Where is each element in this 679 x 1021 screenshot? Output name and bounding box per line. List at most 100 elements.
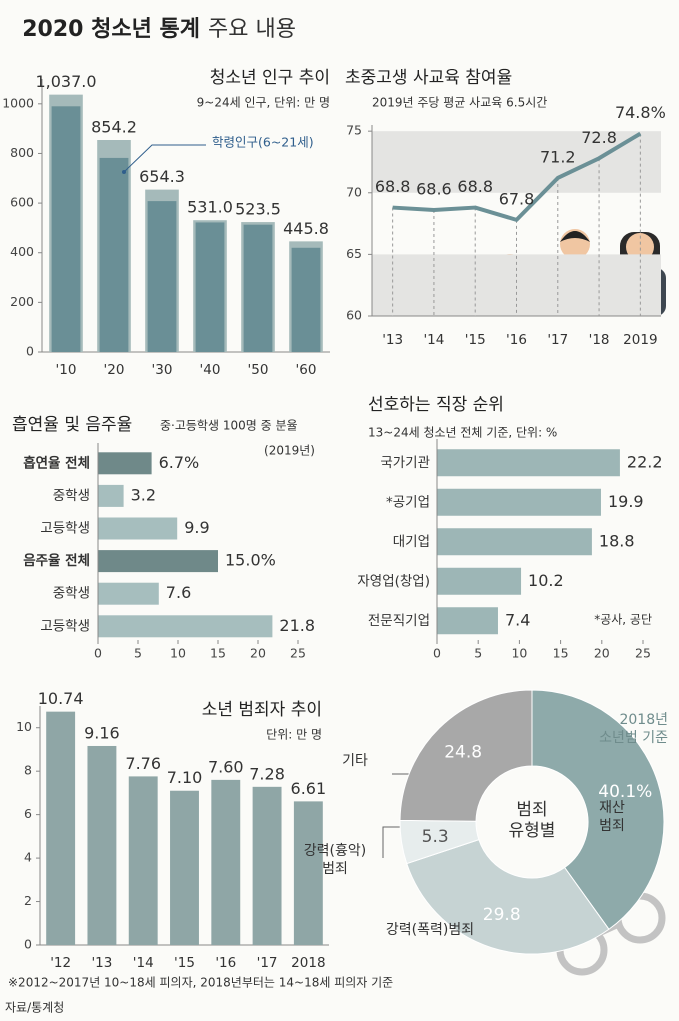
y-tick-label: 75 (346, 123, 362, 138)
y-tick-label: 200 (10, 294, 34, 309)
value-label: 854.2 (91, 118, 137, 137)
value-label: 531.0 (187, 198, 233, 217)
x-tick-label: '15 (174, 955, 195, 971)
y-tick-label: 600 (10, 195, 34, 210)
chart-subtitle: 단위: 만 명 (266, 728, 322, 742)
y-tick-label: 65 (346, 246, 362, 261)
x-tick-label: 20 (250, 646, 266, 661)
x-tick-label: '10 (56, 362, 77, 378)
value-label: 15.0% (225, 551, 276, 570)
y-tick-label: 0 (26, 344, 34, 359)
bar (87, 745, 117, 945)
x-tick-label: '20 (104, 362, 125, 378)
y-tick-label: 6 (24, 806, 32, 821)
annotation-line (123, 144, 206, 173)
chart-subtitle: 9~24세 인구, 단위: 만 명 (197, 96, 330, 110)
x-tick-label: '14 (133, 955, 154, 971)
x-tick-label: 0 (433, 646, 441, 661)
x-tick-label: '15 (465, 332, 486, 348)
bar (211, 779, 241, 945)
bar (437, 607, 498, 635)
x-tick-label: 2018 (291, 955, 325, 971)
bar (51, 106, 81, 352)
value-label: 7.28 (249, 764, 285, 783)
value-label: 40.1% (598, 782, 652, 802)
value-label: 24.8 (444, 742, 482, 762)
value-label: 7.76 (125, 754, 161, 773)
x-tick-label: 5 (134, 646, 142, 661)
value-label: 18.8 (599, 531, 635, 550)
category-label: 자영업(창업) (357, 573, 430, 589)
category-label: 국가기관 (380, 455, 430, 471)
band (372, 131, 661, 193)
x-tick-label: 15 (210, 646, 226, 661)
value-label: 72.8 (581, 128, 617, 147)
y-tick-label: 400 (10, 244, 34, 259)
bar (98, 582, 159, 605)
value-label: 19.9 (608, 492, 644, 511)
y-tick-label: 10 (16, 719, 32, 734)
value-label: 74.8% (615, 103, 666, 122)
x-tick-label: 10 (170, 646, 186, 661)
category-label: 흡연율 전체 (23, 454, 90, 471)
bar (147, 201, 177, 352)
y-tick-label: 2 (24, 893, 32, 908)
chart-title: 흡연율 및 음주율 (12, 415, 132, 435)
bar (252, 786, 282, 945)
y-tick-label: 0 (24, 937, 32, 952)
y-tick-label: 4 (24, 850, 32, 865)
chart-subtitle: (2019년) (264, 444, 315, 458)
y-tick-label: 60 (346, 308, 362, 323)
x-tick-label: '40 (200, 362, 221, 378)
bar (128, 776, 158, 945)
donut-slice (531, 689, 665, 930)
category-label: 음주율 전체 (23, 552, 90, 569)
chart-title: 2018년 소년범 기준 (599, 712, 668, 746)
category-label: 대기업 (393, 534, 430, 550)
value-label: 29.8 (483, 905, 521, 925)
value-label: 10.74 (38, 689, 84, 708)
chart-note: 중·고등학생 100명 중 분율 (160, 419, 298, 433)
category-label: 고등학생 (40, 521, 90, 537)
chart-title: 초중고생 사교육 참여율 (345, 68, 512, 88)
value-label: 3.2 (131, 485, 156, 504)
category-label: 고등학생 (40, 618, 90, 634)
x-tick-label: 0 (94, 646, 102, 661)
bar (98, 550, 218, 573)
value-label: 68.8 (375, 177, 411, 196)
value-label: 523.5 (235, 200, 281, 219)
bar (291, 247, 321, 352)
x-tick-label: '16 (506, 332, 527, 348)
category-label: 중학생 (53, 488, 90, 504)
bar (98, 452, 152, 475)
x-tick-label: '17 (547, 332, 568, 348)
x-tick-label: 10 (511, 646, 527, 661)
value-label: 7.10 (167, 768, 203, 787)
x-tick-label: '30 (152, 362, 173, 378)
x-tick-label: '60 (296, 362, 317, 378)
x-tick-label: '13 (91, 955, 112, 971)
category-label: *공기업 (386, 494, 430, 510)
value-label: 654.3 (139, 167, 185, 186)
x-tick-label: 5 (474, 646, 482, 661)
bar (195, 222, 225, 352)
x-tick-label: '13 (382, 332, 403, 348)
value-label: 9.9 (184, 518, 209, 537)
source: 자료/통계청 (5, 1001, 64, 1015)
donut-slice (406, 839, 610, 955)
value-label: 5.3 (422, 827, 449, 847)
category-label: 기타 (342, 753, 368, 769)
chart-title: 청소년 인구 추이 (210, 68, 330, 88)
chart-subtitle: 2019년 주당 평균 사교육 6.5시간 (372, 96, 547, 110)
x-tick-label: 25 (290, 646, 306, 661)
donut-slice (399, 689, 533, 822)
bar (99, 157, 129, 352)
bar (98, 517, 178, 540)
category-label: 강력(흉악) 범죄 (303, 843, 367, 877)
annotation-dot (122, 170, 126, 174)
bar (437, 449, 620, 477)
series-label: 학령인구(6~21세) (212, 135, 314, 150)
value-label: 10.2 (528, 571, 564, 590)
